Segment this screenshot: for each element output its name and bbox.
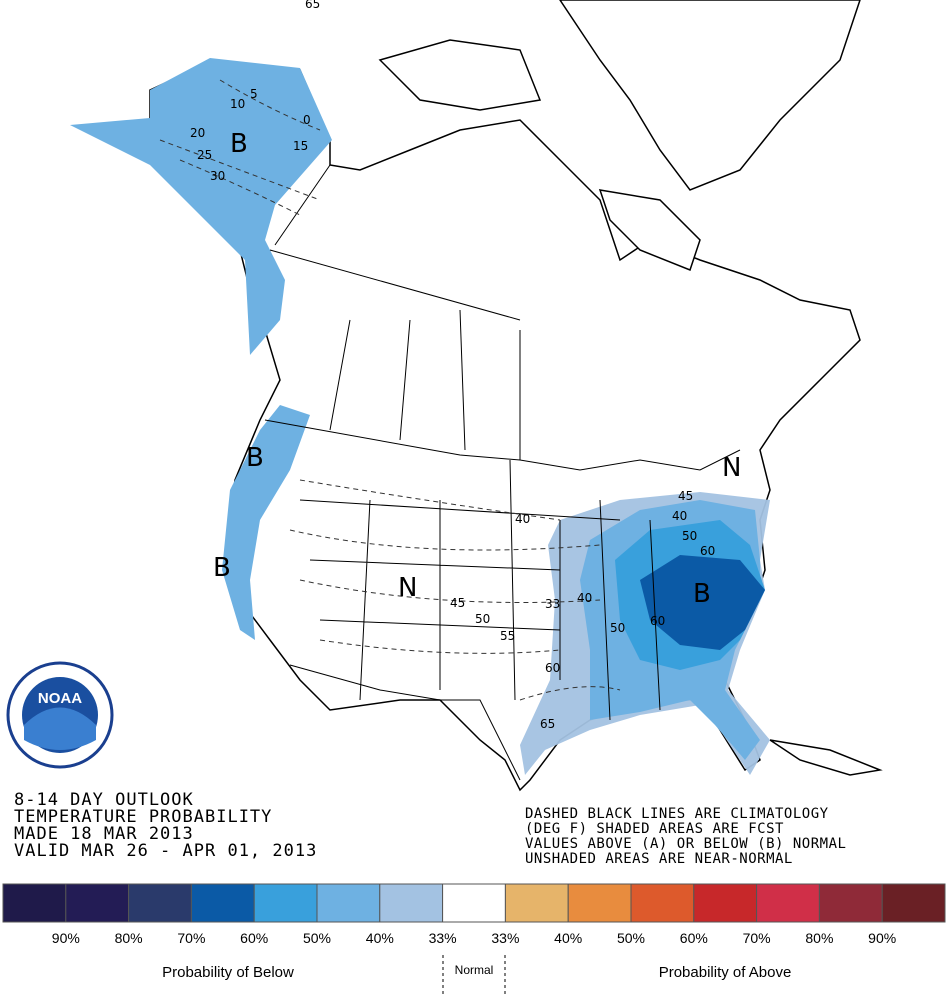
logo-text: NOAA [38,690,82,707]
arctic-island [378,39,542,111]
logo-wave [24,707,96,750]
legend-swatch [881,883,946,923]
legend-label: 33% [491,930,519,946]
legend-swatch [442,883,506,923]
state-lines [299,459,661,721]
contour-line [159,79,321,216]
contour-label: 30 [210,169,225,183]
legend-swatch [128,883,192,923]
contour-label: 40 [672,509,687,523]
contour-label: 60 [650,614,665,628]
baffin [598,189,701,271]
contour-label: 65 [540,717,555,731]
legend-label: 60% [240,930,268,946]
legend-swatch [756,883,820,923]
legend-title: Probability of Above [659,964,792,981]
header-line: 8-14 DAY OUTLOOK [14,790,194,810]
contour-label: 10 [230,97,245,111]
legend-swatch [2,883,67,923]
legend-label: 40% [366,930,394,946]
note-line: DASHED BLACK LINES ARE CLIMATOLOGY [525,806,829,822]
note-line: UNSHADED AREAS ARE NEAR-NORMAL [525,851,793,867]
legend-label: 90% [52,930,80,946]
us-canada-border [264,164,741,471]
contour-label: 33 [545,597,560,611]
legend-label: 90% [868,930,896,946]
legend-label: 40% [554,930,582,946]
header-line: VALID MAR 26 - APR 01, 2013 [14,841,317,861]
legend-swatch [567,883,632,923]
region-label: B [246,443,264,473]
legend-swatch [818,883,883,923]
legend-swatch [693,883,758,923]
contour-label: 45 [678,489,693,503]
us-mexico-border [289,664,521,781]
contour-label: 5 [250,87,258,101]
note-line: VALUES ABOVE (A) OR BELOW (B) NORMAL [525,836,846,852]
contour-label: 50 [475,612,490,626]
legend-label: 60% [680,930,708,946]
note-line: (DEG F) SHADED AREAS ARE FCST [525,821,784,837]
legend-swatch [190,883,255,923]
legend-swatch [316,883,381,923]
contour-label: 65 [305,0,320,11]
legend-swatch [379,883,444,923]
contour-label: 25 [197,148,212,162]
shade-40-below [222,405,310,640]
legend-title: Probability of Below [162,964,294,981]
legend-label: 70% [177,930,205,946]
contour-label: 60 [545,661,560,675]
contour-line [289,479,621,701]
region-label: N [722,453,741,483]
shade-40-below [70,58,332,355]
region-label: N [398,573,417,603]
contour-label: 40 [577,591,592,605]
legend-swatch [504,883,569,923]
legend-label: 50% [617,930,645,946]
legend-label: 80% [115,930,143,946]
header-line: TEMPERATURE PROBABILITY [14,807,272,827]
contour-label: 40 [515,512,530,526]
region-label: B [213,553,231,583]
legend-label: 33% [429,930,457,946]
province-lines [269,249,521,460]
contour-label: 45 [450,596,465,610]
contour-label: 50 [610,621,625,635]
contour-label: 15 [293,139,308,153]
contour-label: 0 [303,113,311,127]
legend-label: 70% [743,930,771,946]
legend-label: 80% [805,930,833,946]
legend-swatch [65,883,130,923]
shade-60-below [640,555,765,650]
contour-label: 60 [700,544,715,558]
contour-label: 20 [190,126,205,140]
header-line: MADE 18 MAR 2013 [14,824,194,844]
legend-swatch [630,883,695,923]
contour-label: 55 [500,629,515,643]
region-label: B [693,579,711,609]
legend-swatch [253,883,318,923]
region-label: B [230,129,248,159]
legend-label: 50% [303,930,331,946]
greenland [559,0,861,191]
legend-title: Normal [455,963,494,977]
cuba [769,739,883,776]
contour-label: 50 [682,529,697,543]
